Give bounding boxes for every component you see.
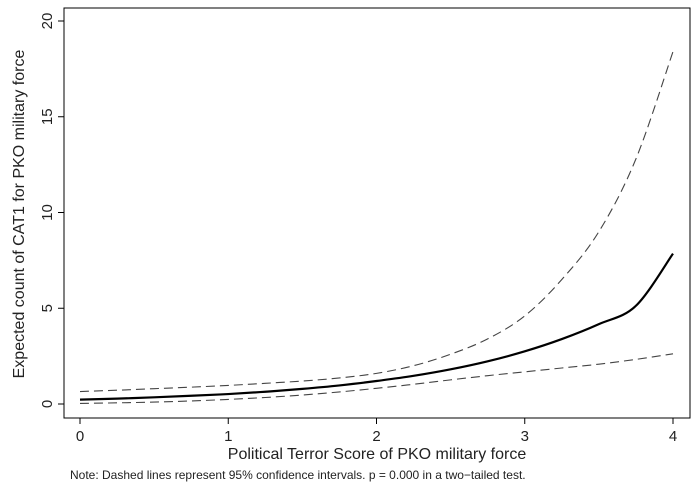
series-lower-ci-line: [79, 353, 674, 404]
plot-frame: [63, 7, 691, 419]
series-upper-ci-line: [79, 51, 674, 393]
x-axis-title: Political Terror Score of PKO military f…: [228, 446, 527, 463]
x-tick-label-3: 3: [521, 428, 529, 445]
y-tick-label-4: 20: [39, 13, 56, 30]
y-axis-title: Expected count of CAT1 for PKO military …: [11, 50, 28, 379]
series-layer: [79, 51, 674, 404]
y-tick-label-1: 5: [39, 304, 56, 312]
x-tick-label-4: 4: [669, 428, 677, 445]
y-tick-label-2: 10: [39, 204, 56, 221]
x-tick-label-2: 2: [372, 428, 380, 445]
series-expected-count-line: [79, 253, 674, 401]
chart-note: Note: Dashed lines represent 95% confide…: [70, 468, 526, 482]
x-tick-label-1: 1: [224, 428, 232, 445]
y-tick-label-3: 15: [39, 108, 56, 125]
x-tick-label-0: 0: [76, 428, 84, 445]
axes: 0 1 2 3 4 0 5 10 15 20: [39, 7, 691, 445]
y-tick-label-0: 0: [39, 400, 56, 408]
